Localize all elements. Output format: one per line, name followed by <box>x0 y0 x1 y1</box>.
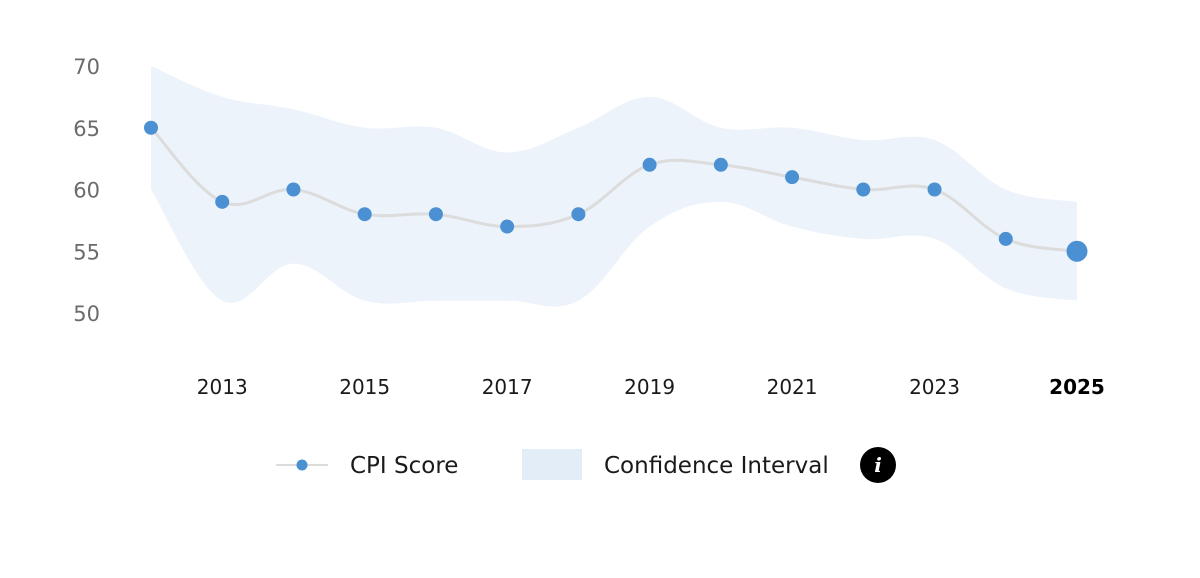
x-tick-label-2013: 2013 <box>197 375 248 399</box>
data-point-2024[interactable] <box>998 231 1013 246</box>
info-icon[interactable] <box>860 447 896 483</box>
y-axis: 50 55 60 65 70 <box>73 55 100 326</box>
data-point-2012[interactable] <box>144 120 158 135</box>
legend-band-swatch <box>522 449 582 480</box>
legend-label-cpi-score: CPI Score <box>350 453 458 479</box>
data-point-2014[interactable] <box>286 182 301 197</box>
x-tick-label-2015: 2015 <box>339 375 390 399</box>
confidence-interval-band <box>151 66 1077 307</box>
x-tick-label-2017: 2017 <box>482 375 533 399</box>
data-point-2022[interactable] <box>856 182 871 197</box>
data-point-2016[interactable] <box>428 207 443 222</box>
data-point-2017[interactable] <box>500 219 515 234</box>
x-tick-label-2023: 2023 <box>909 375 960 399</box>
x-tick-label-2021: 2021 <box>767 375 818 399</box>
y-tick-label-50: 50 <box>73 302 100 326</box>
data-point-2019[interactable] <box>642 157 657 172</box>
y-tick-label-55: 55 <box>73 240 100 264</box>
y-tick-label-65: 65 <box>73 117 100 141</box>
info-icon-glyph: i <box>874 453 882 477</box>
data-point-2015[interactable] <box>357 207 372 222</box>
data-point-2020[interactable] <box>713 157 728 172</box>
data-point-2013[interactable] <box>215 194 230 209</box>
x-axis: 2013 2015 2017 2019 2021 2023 2025 <box>197 375 1105 399</box>
legend-item-confidence-interval[interactable]: Confidence Interval <box>522 449 829 480</box>
data-point-2023[interactable] <box>927 182 942 197</box>
legend: CPI Score Confidence Interval i <box>276 447 896 483</box>
x-tick-label-2025: 2025 <box>1049 375 1105 399</box>
y-tick-label-60: 60 <box>73 179 100 203</box>
y-tick-label-70: 70 <box>73 55 100 79</box>
info-button[interactable]: i <box>860 447 896 483</box>
data-point-2025[interactable] <box>1066 240 1088 262</box>
x-tick-label-2019: 2019 <box>624 375 675 399</box>
data-point-2021[interactable] <box>785 170 800 185</box>
legend-item-cpi-score[interactable]: CPI Score <box>276 453 458 479</box>
data-point-2018[interactable] <box>571 207 586 222</box>
legend-label-confidence-interval: Confidence Interval <box>604 453 829 479</box>
cpi-score-points <box>144 120 1088 262</box>
legend-point-swatch <box>296 459 308 471</box>
